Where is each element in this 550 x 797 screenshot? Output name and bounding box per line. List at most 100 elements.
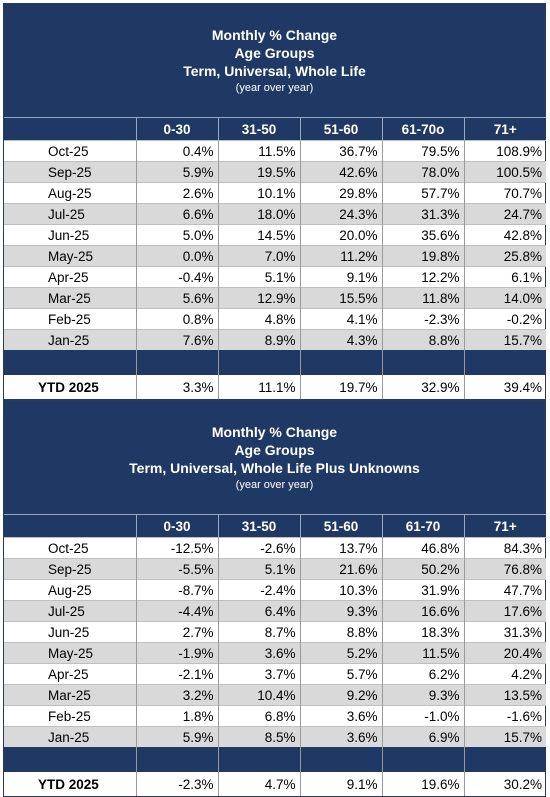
value-cell: 6.8% [217,705,300,727]
table-body: Oct-25 0.4% 11.5% 36.7% 79.5% 108.9% Sep-25 5.9… [4,140,546,399]
value-cell: 7.6% [135,329,218,350]
value-cell: 19.8% [381,245,464,267]
ytd-value: 19.7% [299,374,382,399]
value-cell: 0.4% [135,140,218,162]
column-header-row: 0-30 31-50 51-60 61-70 71+ [4,514,546,538]
table-row: Sep-25 -5.5% 5.1% 21.6% 50.2% 76.8% [4,558,546,580]
value-cell: 9.3% [381,684,464,706]
value-cell: 50.2% [381,558,464,580]
value-cell: 1.8% [135,705,218,727]
value-cell: 9.2% [299,684,382,706]
value-cell: 5.6% [135,287,218,309]
ytd-value: 19.6% [381,771,464,796]
value-cell: 47.7% [463,579,546,601]
spacer-cell [381,350,464,375]
spacer-row [4,350,546,375]
value-cell: 84.3% [463,537,546,559]
month-cell: Jun-25 [4,621,136,643]
ytd-value: -2.3% [135,771,218,796]
month-cell: Oct-25 [4,140,136,162]
column-header: 71+ [463,117,546,141]
value-cell: 11.8% [381,287,464,309]
table-subtitle: Age Groups [234,442,315,458]
month-cell: Sep-25 [4,558,136,580]
value-cell: 42.8% [463,224,546,246]
table-title: Monthly % Change [211,27,338,43]
value-cell: 15.5% [299,287,382,309]
value-cell: 70.7% [463,182,546,204]
month-cell: Apr-25 [4,266,136,288]
value-cell: 2.7% [135,621,218,643]
month-cell: Jul-25 [4,600,136,622]
column-header: 0-30 [135,117,218,141]
ytd-value: 9.1% [299,771,382,796]
value-cell: 5.0% [135,224,218,246]
ytd-value: 39.4% [463,374,546,399]
month-cell: May-25 [4,642,136,664]
value-cell: 42.6% [299,161,382,183]
value-cell: -0.4% [135,266,218,288]
table-products: Term, Universal, Whole Life Plus Unknown… [129,460,420,476]
ytd-value: 4.7% [217,771,300,796]
ytd-value: 3.3% [135,374,218,399]
column-header: 51-60 [299,117,382,141]
column-header-blank [4,514,136,538]
value-cell: 10.4% [217,684,300,706]
column-header: 0-30 [135,514,218,538]
value-cell: 36.7% [299,140,382,162]
value-cell: 5.2% [299,642,382,664]
value-cell: 7.0% [217,245,300,267]
value-cell: -2.4% [217,579,300,601]
value-cell: 78.0% [381,161,464,183]
table-row: Aug-25 -8.7% -2.4% 10.3% 31.9% 47.7% [4,579,546,601]
value-cell: 79.5% [381,140,464,162]
month-cell: Jan-25 [4,726,136,747]
value-cell: 24.3% [299,203,382,225]
column-header: 61-70o [381,117,464,141]
spacer-cell [135,747,218,772]
value-cell: 3.2% [135,684,218,706]
value-cell: 20.4% [463,642,546,664]
column-header: 61-70 [381,514,464,538]
value-cell: 9.3% [299,600,382,622]
value-cell: 3.7% [217,663,300,685]
value-cell: 4.2% [463,663,546,685]
value-cell: 20.0% [299,224,382,246]
value-cell: -5.5% [135,558,218,580]
value-cell: -2.1% [135,663,218,685]
table-note: (year over year) [235,82,314,94]
value-cell: 8.9% [217,329,300,350]
value-cell: 5.9% [135,726,218,747]
table-row: Aug-25 2.6% 10.1% 29.8% 57.7% 70.7% [4,182,546,204]
table-row: Mar-25 3.2% 10.4% 9.2% 9.3% 13.5% [4,684,546,706]
month-cell: Mar-25 [4,287,136,309]
table-row: Jul-25 6.6% 18.0% 24.3% 31.3% 24.7% [4,203,546,225]
value-cell: 100.5% [463,161,546,183]
column-header: 71+ [463,514,546,538]
value-cell: -12.5% [135,537,218,559]
value-cell: 35.6% [381,224,464,246]
table-row: Sep-25 5.9% 19.5% 42.6% 78.0% 100.5% [4,161,546,183]
data-table: 0-30 31-50 51-60 61-70 71+ Oct-25 -12.5% -… [4,514,546,796]
value-cell: 4.1% [299,308,382,330]
value-cell: 14.5% [217,224,300,246]
table-row: Feb-25 0.8% 4.8% 4.1% -2.3% -0.2% [4,308,546,330]
value-cell: 6.9% [381,726,464,747]
value-cell: 6.6% [135,203,218,225]
month-cell: Aug-25 [4,182,136,204]
month-cell: Feb-25 [4,308,136,330]
value-cell: 14.0% [463,287,546,309]
value-cell: 11.5% [381,642,464,664]
table-row: Jan-25 5.9% 8.5% 3.6% 6.9% 15.7% [4,726,546,747]
column-header: 31-50 [217,514,300,538]
value-cell: -1.0% [381,705,464,727]
spacer-cell [217,747,300,772]
value-cell: -1.9% [135,642,218,664]
value-cell: 0.0% [135,245,218,267]
value-cell: 9.1% [299,266,382,288]
table-row: Jan-25 7.6% 8.9% 4.3% 8.8% 15.7% [4,329,546,350]
value-cell: 2.6% [135,182,218,204]
value-cell: 11.5% [217,140,300,162]
value-cell: 5.1% [217,266,300,288]
value-cell: 3.6% [299,705,382,727]
